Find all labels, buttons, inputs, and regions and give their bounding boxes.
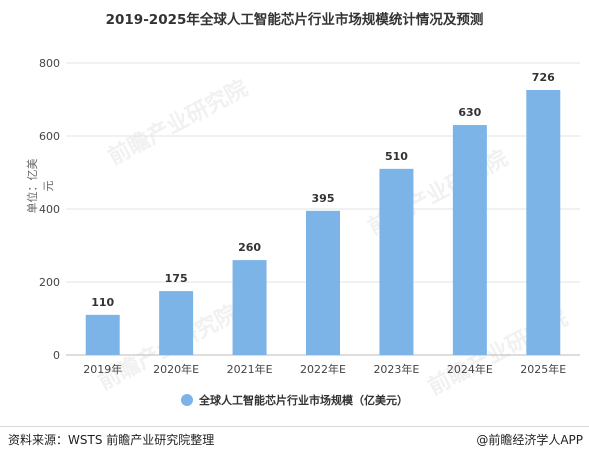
x-tick-label: 2024年E [447,362,493,376]
brand-credit: @前瞻经济学人APP [476,433,583,447]
chart-title: 2019-2025年全球人工智能芯片行业市场规模统计情况及预测 [105,12,484,28]
data-label: 260 [238,241,261,254]
legend-label: 全球人工智能芯片行业市场规模（亿美元） [199,394,408,407]
bar [452,125,487,355]
x-tick-label: 2020年E [153,362,199,376]
data-label: 175 [165,272,188,285]
data-label: 510 [385,150,408,163]
y-axis-label: 单位：亿美元 [26,158,55,214]
legend: 全球人工智能芯片行业市场规模（亿美元） [0,392,589,408]
x-tick-label: 2019年 [83,362,122,376]
bar [306,210,340,355]
y-tick-label: 600 [39,130,60,143]
y-tick-label: 800 [39,57,60,70]
y-tick-label: 400 [39,203,60,216]
footer: 资料来源：WSTS 前瞻产业研究院整理 @前瞻经济学人APP [0,426,589,459]
y-tick-label: 0 [53,349,60,362]
data-label: 395 [312,192,335,205]
x-tick-label: 2021年E [227,362,273,376]
bar [232,260,267,355]
x-tick-label: 2023年E [373,362,419,376]
bar [85,314,120,355]
data-label: 630 [458,106,481,119]
x-tick-label: 2025年E [520,362,566,376]
bar [159,291,194,355]
data-label: 110 [91,296,114,309]
data-label: 726 [532,71,555,84]
legend-swatch [181,394,193,406]
y-tick-label: 200 [39,276,60,289]
bar [379,168,414,355]
x-tick-label: 2022年E [300,362,346,376]
source-note: 资料来源：WSTS 前瞻产业研究院整理 [8,433,215,447]
bar [526,90,561,355]
